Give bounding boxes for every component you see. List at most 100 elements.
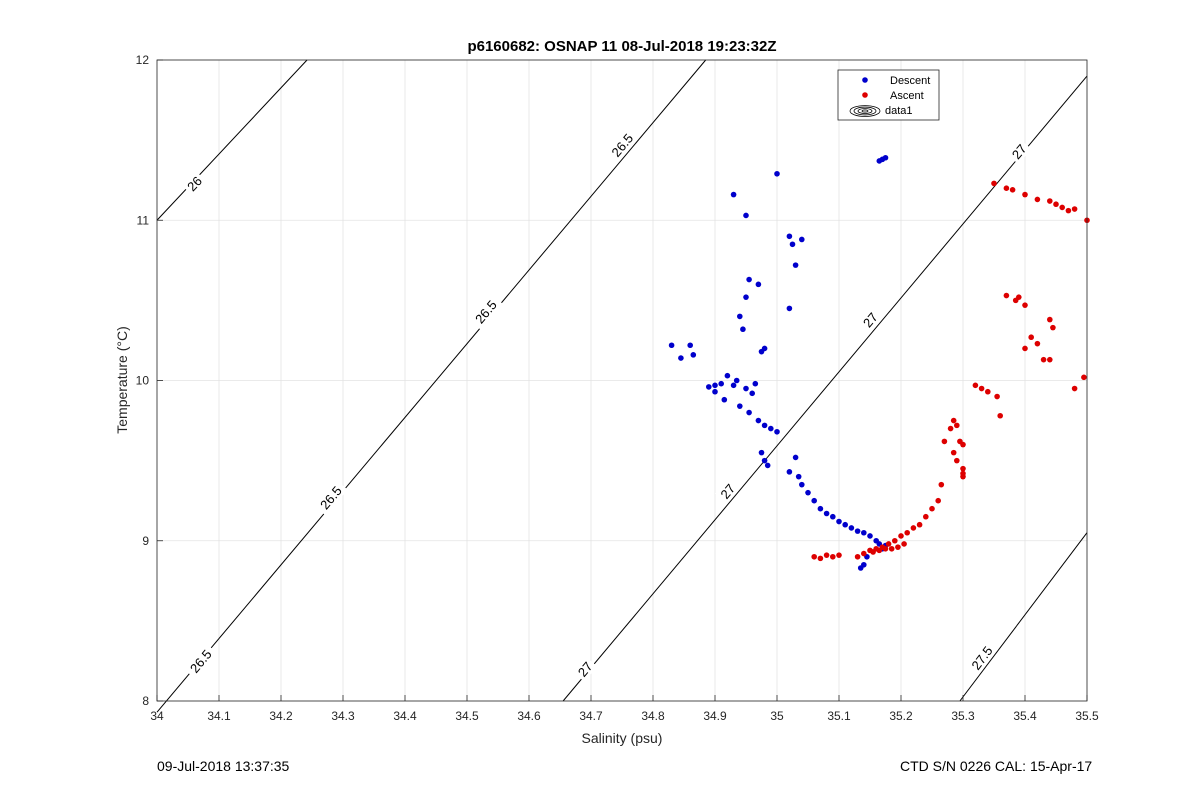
descent-point (786, 305, 793, 312)
legend-box (837, 69, 940, 121)
legend: Descent Ascent data1 (837, 69, 940, 121)
ascent-point (836, 552, 842, 558)
x-tick-label: 34.7 (579, 709, 603, 723)
contour-label-group: 27 (572, 656, 598, 682)
ascent-point (941, 438, 948, 445)
descent-point (758, 348, 765, 355)
ascent-point (994, 393, 1000, 400)
y-axis-label: Temperature (°C) (114, 326, 130, 434)
ascent-point (954, 422, 960, 429)
contour-label-mask (572, 656, 598, 682)
contour-label-mask (964, 639, 999, 677)
x-tick-label: 35.3 (951, 709, 975, 723)
descent-point (799, 481, 805, 488)
contour-label-mask (604, 126, 640, 164)
ascent-point (1028, 334, 1034, 341)
ascent-point (811, 553, 817, 560)
y-tick-label: 11 (137, 213, 150, 227)
ascent-point (895, 544, 901, 550)
contour-label-group: 27 (1006, 138, 1032, 165)
descent-point (733, 377, 740, 384)
ascent-point (954, 457, 960, 464)
descent-point (690, 352, 697, 358)
contour-label-group: 27 (714, 478, 740, 504)
ascent-point (888, 545, 895, 552)
x-tick-label: 34.2 (269, 709, 293, 723)
y-tick-label: 9 (142, 534, 149, 548)
x-tick-label: 34.1 (207, 709, 231, 723)
descent-point (755, 417, 762, 424)
ascent-point (898, 533, 904, 539)
ascent-point (929, 505, 935, 512)
chart-title: p6160682: OSNAP 11 08-Jul-2018 19:23:32Z (467, 38, 776, 55)
descent-point (746, 276, 752, 283)
descent-point (792, 262, 799, 268)
x-tick-label: 34.9 (703, 709, 727, 723)
x-axis-label: Salinity (psu) (582, 730, 663, 746)
ascent-point (997, 412, 1003, 419)
y-tick-label: 12 (136, 53, 150, 67)
descent-point (668, 342, 675, 349)
legend-marker (862, 92, 868, 98)
descent-point (706, 384, 712, 390)
ascent-point (823, 552, 830, 558)
x-tick-label: 35.5 (1075, 709, 1099, 723)
ascent-point (861, 550, 867, 557)
contour-label-mask (1006, 138, 1032, 165)
ascent-point (923, 513, 929, 520)
x-tick-label: 34 (150, 709, 164, 723)
ascent-point (985, 388, 991, 395)
x-tick-label: 34.5 (455, 709, 479, 723)
ascent-point (1059, 204, 1065, 211)
descent-point (755, 281, 762, 288)
descent-point (861, 529, 867, 536)
ascent-point (1034, 196, 1041, 203)
ascent-point (1022, 191, 1028, 198)
descent-point (687, 342, 693, 349)
ascent-point (830, 553, 836, 560)
ascent-point (901, 541, 907, 547)
contour-label-mask (468, 293, 503, 330)
descent-point (743, 294, 749, 300)
descent-point (805, 489, 811, 496)
legend-label: Ascent (890, 90, 924, 102)
ascent-point (885, 541, 892, 547)
ascent-point (1016, 294, 1022, 300)
x-tick-label: 34.3 (331, 709, 355, 723)
legend-contour-icon (857, 108, 873, 114)
descent-point (786, 469, 793, 475)
contour-label-mask (183, 642, 218, 680)
ascent-point (978, 385, 985, 392)
legend-contour-icon (853, 106, 877, 116)
contour-label-mask (714, 478, 740, 504)
ascent-point (960, 441, 966, 448)
x-tick-label: 34.8 (641, 709, 665, 723)
isopycnal-line (562, 75, 1088, 702)
x-tick-label: 34.4 (393, 709, 417, 723)
descent-point (761, 422, 768, 429)
descent-point (737, 313, 743, 320)
descent-point (730, 191, 737, 198)
x-tick-label: 34.6 (517, 709, 541, 723)
isopycnal-line (156, 59, 707, 713)
descent-point (718, 380, 724, 387)
ascent-point (892, 537, 898, 544)
descent-point (774, 170, 780, 177)
ascent-point (882, 545, 889, 552)
x-tick-label: 35.1 (827, 709, 851, 723)
ascent-point (938, 481, 945, 488)
ascent-point (817, 555, 824, 562)
descent-point (743, 385, 749, 392)
ascent-point (910, 525, 917, 531)
x-tick-label: 35 (770, 709, 784, 723)
isopycnal-line (959, 532, 1088, 702)
descent-point (724, 372, 731, 379)
descent-point (712, 382, 718, 389)
ascent-point (1022, 345, 1028, 352)
ascent-point (854, 553, 861, 560)
ascent-point (950, 449, 957, 456)
ascent-point (1047, 316, 1053, 323)
descent-point (758, 449, 765, 456)
ascent-point (1047, 356, 1053, 363)
ascent-point (870, 549, 876, 555)
